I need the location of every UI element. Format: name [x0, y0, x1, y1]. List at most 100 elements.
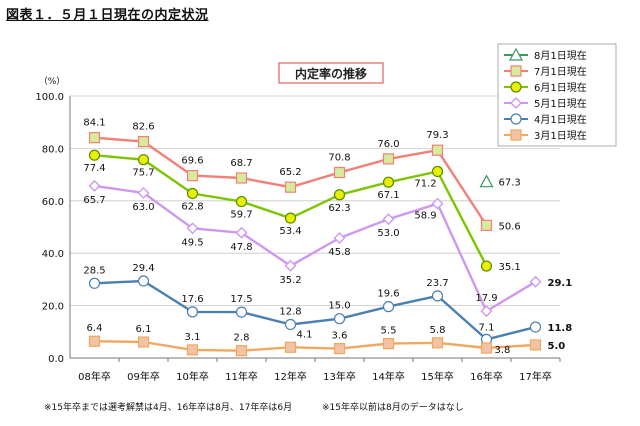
data-label: 17.6: [181, 294, 203, 305]
data-label: 79.3: [426, 130, 448, 141]
y-tick-label: 0.0: [48, 354, 64, 365]
data-point: [529, 339, 542, 351]
data-point: [333, 189, 346, 201]
data-label: 29.4: [132, 263, 154, 274]
data-point: [431, 290, 444, 302]
data-point: [88, 179, 101, 192]
data-label: 23.7: [426, 278, 448, 289]
data-label: 71.2: [414, 178, 436, 189]
data-label: 17.9: [475, 293, 497, 304]
data-point: [382, 337, 395, 350]
data-label: 53.0: [377, 228, 399, 239]
data-label: 5.5: [381, 326, 397, 337]
data-label: 11.8: [548, 323, 573, 334]
data-point: [382, 301, 395, 313]
series-line: [94, 279, 536, 341]
chart-title-box: [278, 62, 384, 84]
data-point: [284, 341, 297, 353]
legend-label: 4月1日現在: [534, 114, 587, 126]
figure-title: 図表１．５月１日現在の内定状況: [6, 8, 209, 23]
data-label: 76.0: [377, 139, 399, 150]
legend-marker: [510, 113, 522, 125]
footnote-1: ※15年卒までは選考解禁は4月、16年卒は8月、17年卒は6月: [44, 403, 293, 413]
data-label: 67.3: [499, 178, 521, 189]
legend-marker: [508, 47, 524, 61]
data-point: [186, 187, 199, 200]
data-label: 2.8: [234, 333, 250, 344]
legend-marker: [510, 81, 522, 93]
data-label: 65.7: [83, 195, 105, 206]
legend-marker: [510, 129, 522, 141]
data-label: 19.6: [377, 289, 399, 300]
data-label: 50.6: [499, 221, 521, 232]
legend-label: 3月1日現在: [534, 130, 587, 142]
data-point: [137, 135, 150, 148]
data-label: 12.8: [279, 306, 301, 317]
data-label: 47.8: [230, 242, 252, 253]
data-point: [235, 306, 248, 318]
data-label: 70.8: [328, 153, 350, 164]
data-label: 77.4: [83, 163, 105, 174]
x-tick-label: 14年卒: [372, 370, 405, 383]
y-tick-label: 40.0: [42, 249, 64, 260]
data-label: 35.1: [499, 262, 521, 273]
data-point: [480, 219, 493, 232]
data-label: 75.7: [132, 168, 154, 179]
data-label: 84.1: [83, 118, 105, 129]
data-label: 5.8: [430, 325, 446, 336]
data-point: [333, 166, 346, 179]
data-label: 53.4: [279, 226, 301, 237]
data-point: [480, 260, 493, 272]
data-point: [333, 232, 346, 244]
data-point: [529, 275, 542, 288]
legend-label: 8月1日現在: [534, 50, 587, 62]
data-point: [479, 174, 494, 188]
chart-title: 内定率の推移: [295, 66, 367, 81]
data-point: [88, 277, 101, 289]
y-tick-label: 100.0: [35, 92, 64, 103]
data-point: [431, 165, 444, 178]
data-point: [480, 305, 493, 318]
data-point: [284, 212, 297, 224]
data-point: [235, 345, 248, 357]
legend-label: 5月1日現在: [534, 98, 587, 110]
data-point: [235, 195, 248, 208]
data-label: 6.1: [136, 324, 152, 335]
data-label: 17.5: [230, 294, 252, 305]
data-label: 45.8: [328, 247, 350, 258]
data-label: 59.7: [230, 210, 252, 221]
data-point: [235, 226, 248, 239]
legend-label: 6月1日現在: [534, 82, 587, 94]
x-tick-label: 17年卒: [519, 370, 552, 383]
x-tick-label: 15年卒: [421, 370, 454, 383]
legend-marker: [510, 65, 522, 77]
x-tick-label: 11年卒: [225, 370, 258, 383]
legend-box: [497, 43, 617, 147]
data-label: 28.5: [83, 265, 105, 276]
data-point: [235, 172, 248, 184]
data-label: 63.0: [132, 202, 154, 213]
data-point: [137, 154, 150, 166]
data-label: 58.9: [414, 211, 436, 222]
data-label: 49.5: [181, 237, 203, 248]
data-point: [382, 153, 395, 165]
y-axis-unit: （%）: [39, 76, 66, 87]
data-label: 5.0: [548, 341, 566, 352]
data-point: [284, 181, 297, 193]
data-point: [137, 275, 150, 287]
series-line: [94, 184, 537, 313]
data-point: [88, 335, 101, 347]
data-label: 68.7: [230, 158, 252, 169]
data-point: [186, 344, 199, 356]
x-tick-label: 12年卒: [274, 370, 307, 383]
data-point: [186, 170, 199, 182]
data-point: [382, 176, 395, 188]
data-label: 82.6: [132, 122, 154, 133]
x-tick-label: 09年卒: [127, 370, 160, 383]
data-point: [431, 144, 444, 156]
data-label: 3.6: [332, 331, 348, 342]
data-point: [431, 337, 444, 349]
y-tick-label: 60.0: [42, 197, 64, 208]
data-label: 35.2: [279, 275, 301, 286]
data-point: [529, 321, 542, 333]
